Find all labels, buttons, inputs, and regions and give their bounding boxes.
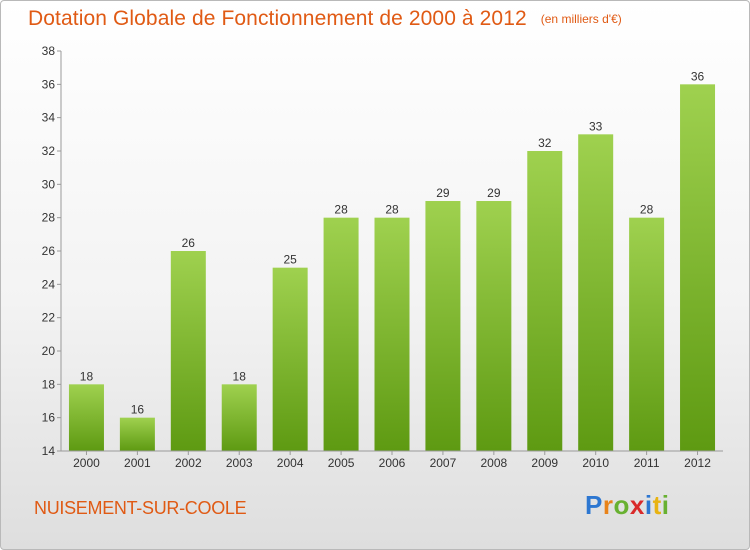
bar [680, 84, 716, 451]
y-tick-label: 28 [42, 211, 56, 225]
data-label: 18 [80, 369, 94, 383]
y-tick-label: 18 [42, 377, 56, 391]
proxiti-logo: Proxiti [585, 490, 670, 520]
x-tick-label: 2006 [379, 456, 406, 470]
x-tick-label: 2001 [124, 456, 151, 470]
y-tick-label: 32 [42, 144, 56, 158]
y-tick-label: 34 [42, 111, 56, 125]
y-tick-label: 24 [42, 277, 56, 291]
x-tick-label: 2005 [328, 456, 355, 470]
x-tick-label: 2011 [634, 456, 660, 470]
y-tick-label: 16 [42, 411, 56, 425]
data-label: 33 [589, 119, 603, 133]
commune-name: NUISEMENT-SUR-COOLE [34, 498, 247, 518]
data-label: 26 [182, 236, 196, 250]
x-tick-label: 2000 [73, 456, 100, 470]
x-tick-label: 2012 [684, 456, 711, 470]
y-tick-label: 36 [42, 77, 56, 91]
y-tick-label: 26 [42, 244, 56, 258]
bar [425, 201, 461, 451]
x-tick-label: 2009 [531, 456, 558, 470]
data-label: 28 [334, 203, 348, 217]
x-tick-label: 2008 [480, 456, 507, 470]
x-tick-label: 2003 [226, 456, 253, 470]
x-tick-label: 2010 [582, 456, 609, 470]
x-tick-label: 2002 [175, 456, 202, 470]
y-tick-label: 14 [42, 444, 56, 458]
data-label: 28 [385, 203, 399, 217]
bar [323, 217, 359, 451]
bar [578, 134, 614, 452]
data-label: 29 [487, 186, 501, 200]
x-tick-label: 2007 [430, 456, 457, 470]
x-tick-label: 2004 [277, 456, 304, 470]
y-tick-label: 22 [42, 311, 56, 325]
y-axis: 14 16 18 20 22 24 26 28 30 32 34 36 38 [42, 44, 62, 458]
unit-note: (en milliers d'€) [540, 12, 622, 26]
y-tick-label: 20 [42, 344, 56, 358]
y-tick-label: 30 [42, 177, 56, 191]
chart-title: Dotation Globale de Fonctionnement de 20… [28, 7, 527, 30]
title-row: Dotation Globale de Fonctionnement de 20… [28, 7, 622, 31]
bar [170, 251, 206, 451]
data-label: 28 [640, 203, 654, 217]
bar [527, 151, 563, 451]
bar [272, 267, 308, 451]
data-label: 18 [233, 369, 247, 383]
bar [629, 217, 665, 451]
y-tick-label: 38 [42, 44, 56, 58]
bar [476, 201, 512, 451]
bar [68, 384, 104, 451]
data-label: 36 [691, 69, 705, 83]
data-label: 25 [283, 253, 297, 267]
data-label: 32 [538, 136, 552, 150]
data-label: 29 [436, 186, 450, 200]
bar [374, 217, 410, 451]
bar [119, 417, 155, 451]
data-label: 16 [131, 403, 145, 417]
x-axis: 2000 2001 2002 2003 2004 2005 2006 2007 2008 2009… [61, 450, 723, 470]
bar [221, 384, 257, 451]
bars-group: 18 16 26 18 25 28 28 29 29 32 33 28 36 [68, 69, 716, 452]
